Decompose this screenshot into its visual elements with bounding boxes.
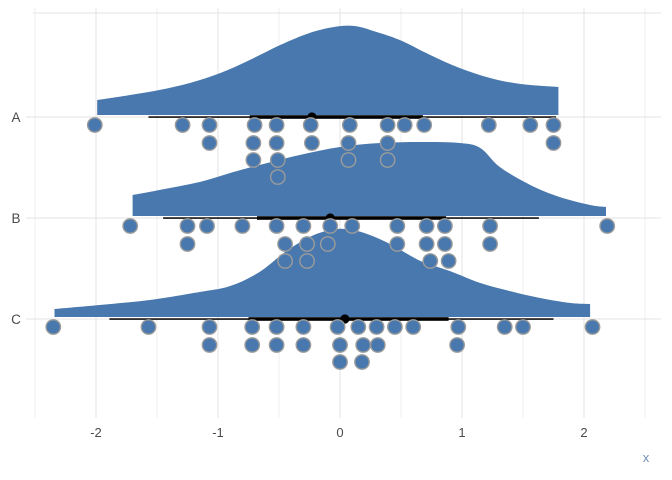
data-point-B [277,236,293,252]
data-point-C [295,319,312,335]
data-point-C [369,337,386,353]
data-point-C [140,319,157,335]
data-point-A [416,117,433,133]
data-point-A [379,152,396,168]
data-point-B [122,218,139,234]
data-point-B [389,236,406,252]
data-point-A [545,117,562,133]
data-point-A [174,117,191,133]
data-point-B [322,218,339,234]
data-point-A [245,152,262,168]
x-tick-label-1: -1 [212,425,224,440]
density-ridge-C [54,228,591,317]
x-tick-label-4: 2 [580,425,587,440]
data-point-B [436,236,453,252]
data-point-B [599,218,616,234]
data-point-A [201,117,218,133]
data-point-B [199,218,215,234]
data-point-C [295,337,312,353]
data-point-A [268,135,285,151]
data-point-A [269,169,286,185]
data-point-A [341,117,358,133]
data-point-A [480,117,497,133]
data-point-B [418,236,435,252]
data-point-B [295,218,312,234]
data-point-C [496,319,513,335]
data-point-A [269,152,286,168]
interval-narrow-A [249,115,423,119]
data-point-C [368,319,385,335]
data-point-C [201,337,218,353]
data-point-B [344,218,361,234]
data-point-A [246,117,263,133]
y-axis-label-C: C [11,312,21,327]
data-point-C [584,319,601,335]
data-point-B [179,236,196,252]
data-point-B [482,236,498,252]
data-point-C [515,319,531,335]
data-point-C [332,337,348,353]
data-point-C [268,319,285,335]
interval-narrow-B [257,216,447,220]
data-point-B [440,253,457,269]
data-point-B [179,218,196,234]
data-point-A [340,135,357,151]
x-tick-label-2: 0 [336,425,343,440]
data-point-C [45,319,62,335]
data-point-C [329,319,346,335]
data-point-B [436,218,453,234]
data-point-B [482,218,498,234]
data-point-C [244,337,261,353]
x-tick-label-0: -2 [90,425,102,440]
data-point-C [355,337,372,353]
data-point-C [386,319,403,335]
data-point-B [299,253,315,269]
density-ridge-B [132,142,606,216]
data-point-A [201,135,218,151]
data-point-A [86,117,103,133]
data-point-C [354,354,370,370]
data-point-B [234,218,251,234]
x-tick-label-3: 1 [458,425,465,440]
data-point-A [268,117,285,133]
data-point-B [268,218,285,234]
data-point-C [405,319,422,335]
data-point-A [245,135,262,151]
x-axis-title: x [643,450,650,465]
data-point-A [545,135,562,151]
data-point-A [396,117,413,133]
data-point-C [244,319,261,335]
data-point-A [303,135,320,151]
data-point-B [319,236,336,252]
data-point-A [302,117,319,133]
data-point-B [389,218,406,234]
data-point-B [299,236,315,252]
data-point-A [522,117,539,133]
data-point-A [379,135,396,151]
data-point-C [350,319,367,335]
density-ridge-A [97,25,559,116]
data-point-A [379,117,396,133]
data-point-B [277,253,293,269]
data-point-B [418,218,435,234]
data-point-C [201,319,218,335]
y-axis-label-A: A [11,110,20,125]
data-point-C [332,354,348,370]
data-point-C [450,319,467,335]
data-point-C [268,337,285,353]
y-axis-label-B: B [11,211,20,226]
data-point-A [340,152,357,168]
data-point-B [422,253,439,269]
data-point-C [449,337,465,353]
